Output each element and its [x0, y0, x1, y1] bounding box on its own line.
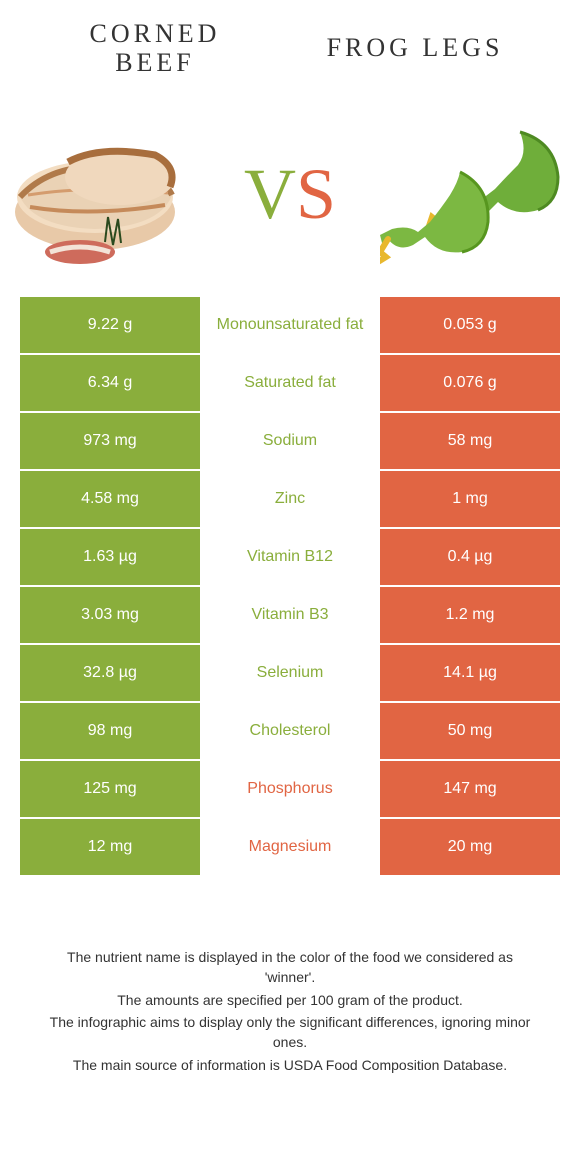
left-value: 4.58 mg: [20, 471, 200, 527]
nutrient-name: Sodium: [200, 413, 380, 469]
table-row: 9.22 gMonounsaturated fat0.053 g: [20, 297, 560, 355]
vs-label: VS: [244, 153, 336, 236]
food-right-image: [380, 117, 570, 272]
table-row: 973 mgSodium58 mg: [20, 413, 560, 471]
right-value: 20 mg: [380, 819, 560, 875]
nutrient-name: Monounsaturated fat: [200, 297, 380, 353]
footnote-line: The main source of information is USDA F…: [40, 1055, 540, 1075]
left-value: 12 mg: [20, 819, 200, 875]
table-row: 4.58 mgZinc1 mg: [20, 471, 560, 529]
nutrient-name: Zinc: [200, 471, 380, 527]
comparison-table: 9.22 gMonounsaturated fat0.053 g6.34 gSa…: [20, 297, 560, 877]
nutrient-name: Magnesium: [200, 819, 380, 875]
right-value: 0.053 g: [380, 297, 560, 353]
table-row: 6.34 gSaturated fat0.076 g: [20, 355, 560, 413]
footnote-line: The infographic aims to display only the…: [40, 1012, 540, 1053]
footnote-line: The nutrient name is displayed in the co…: [40, 947, 540, 988]
left-value: 125 mg: [20, 761, 200, 817]
left-value: 6.34 g: [20, 355, 200, 411]
images-row: VS: [0, 87, 580, 297]
right-value: 1.2 mg: [380, 587, 560, 643]
footnote-line: The amounts are specified per 100 gram o…: [40, 990, 540, 1010]
left-value: 98 mg: [20, 703, 200, 759]
right-value: 0.076 g: [380, 355, 560, 411]
nutrient-name: Selenium: [200, 645, 380, 701]
table-row: 32.8 µgSelenium14.1 µg: [20, 645, 560, 703]
nutrient-name: Saturated fat: [200, 355, 380, 411]
nutrient-name: Phosphorus: [200, 761, 380, 817]
right-value: 1 mg: [380, 471, 560, 527]
table-row: 3.03 mgVitamin B31.2 mg: [20, 587, 560, 645]
right-value: 147 mg: [380, 761, 560, 817]
left-value: 973 mg: [20, 413, 200, 469]
left-value: 1.63 µg: [20, 529, 200, 585]
table-row: 12 mgMagnesium20 mg: [20, 819, 560, 877]
footnotes: The nutrient name is displayed in the co…: [0, 877, 580, 1075]
right-value: 58 mg: [380, 413, 560, 469]
nutrient-name: Vitamin B12: [200, 529, 380, 585]
food-left-image: [10, 117, 200, 272]
nutrient-name: Vitamin B3: [200, 587, 380, 643]
left-value: 9.22 g: [20, 297, 200, 353]
table-row: 98 mgCholesterol50 mg: [20, 703, 560, 761]
table-row: 1.63 µgVitamin B120.4 µg: [20, 529, 560, 587]
nutrient-name: Cholesterol: [200, 703, 380, 759]
right-value: 0.4 µg: [380, 529, 560, 585]
right-value: 50 mg: [380, 703, 560, 759]
right-value: 14.1 µg: [380, 645, 560, 701]
left-value: 32.8 µg: [20, 645, 200, 701]
food-left-title: Corned beef: [55, 20, 255, 77]
left-value: 3.03 mg: [20, 587, 200, 643]
table-row: 125 mgPhosphorus147 mg: [20, 761, 560, 819]
food-right-title: Frog legs: [305, 34, 525, 63]
header: Corned beef Frog legs: [0, 0, 580, 87]
